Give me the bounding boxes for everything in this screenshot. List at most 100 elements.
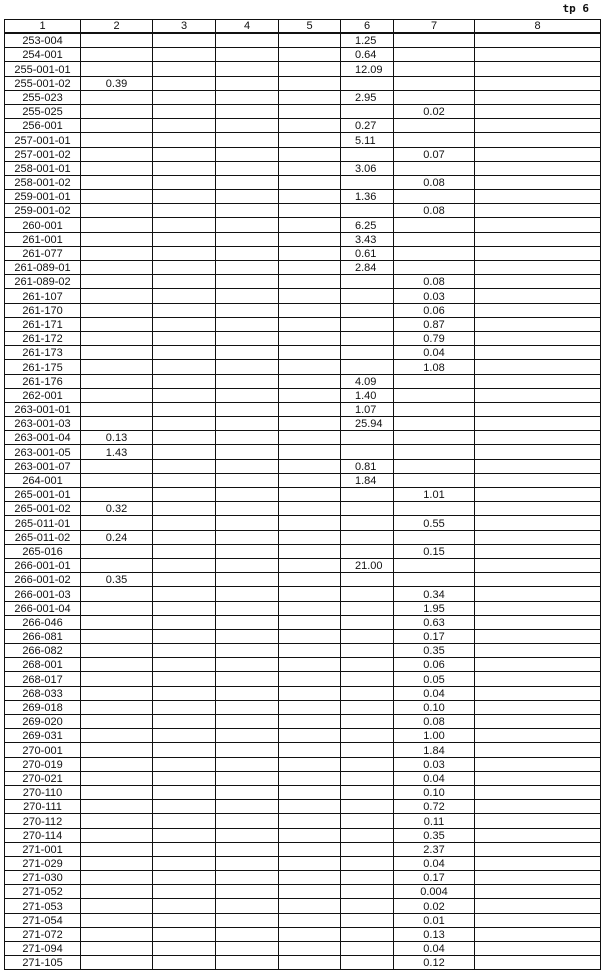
value-cell-col2 [80,841,153,857]
value-cell-col6 [340,657,394,673]
value-cell-col8 [474,174,601,191]
value-cell-col7: 0.35 [393,827,475,843]
value-cell-col6: 1.25 [340,32,394,49]
value-cell-col2 [80,47,153,63]
value-cell-col6 [340,586,394,602]
value-cell-col3 [152,827,216,843]
value-cell-col6: 3.43 [340,231,394,247]
value-cell-col7 [393,529,475,545]
value-cell-col5 [278,245,341,262]
value-cell-col5 [278,600,341,616]
value-cell-col6 [340,784,394,801]
value-cell-col4 [215,387,279,403]
table-row: 268-033 0.04 [4,685,601,701]
value-cell-col4 [215,118,279,134]
column-header: 7 [393,19,475,34]
row-code-cell: 261-172 [4,330,81,347]
row-code-cell: 263-001-01 [4,401,81,418]
value-cell-col2 [80,728,153,744]
value-cell-col3 [152,685,216,701]
value-cell-col2 [80,189,153,205]
value-cell-col5 [278,146,341,162]
value-cell-col8 [474,245,601,262]
value-cell-col4 [215,515,279,531]
column-header: 2 [80,19,153,34]
row-code-cell: 268-033 [4,685,81,701]
value-cell-col2 [80,543,153,559]
row-code-cell: 261-175 [4,359,81,375]
row-code-cell: 265-001-02 [4,501,81,517]
table-row: 254-001 0.64 [4,47,601,63]
value-cell-col3 [152,756,216,772]
value-cell-col5 [278,586,341,602]
table-row: 266-001-01 21.00 [4,557,601,574]
value-cell-col2 [80,401,153,418]
value-cell-col6 [340,628,394,645]
value-cell-col8 [474,132,601,148]
value-cell-col4 [215,600,279,616]
table-row: 269-031 1.00 [4,728,601,744]
row-code-cell: 270-110 [4,784,81,801]
row-code-cell: 261-077 [4,245,81,262]
value-cell-col7: 0.10 [393,784,475,801]
value-cell-col3 [152,898,216,914]
value-cell-col4 [215,316,279,332]
value-cell-col5 [278,713,341,730]
value-cell-col3 [152,955,216,971]
value-cell-col7 [393,572,475,588]
value-cell-col2 [80,657,153,673]
value-cell-col6: 1.36 [340,189,394,205]
table-row: 261-171 0.87 [4,316,601,332]
value-cell-col8 [474,444,601,460]
value-cell-col4 [215,89,279,105]
value-cell-col8 [474,841,601,857]
table-row: 255-001-01 12.09 [4,61,601,77]
table-row: 271-052 0.004 [4,884,601,900]
value-cell-col8 [474,486,601,503]
value-cell-col3 [152,543,216,559]
value-cell-col5 [278,572,341,588]
table-row: 257-001-02 0.07 [4,146,601,162]
value-cell-col7: 0.11 [393,813,475,829]
row-code-cell: 261-176 [4,373,81,389]
value-cell-col5 [278,898,341,914]
value-cell-col6: 21.00 [340,557,394,574]
value-cell-col2 [80,813,153,829]
value-cell-col8 [474,430,601,446]
value-cell-col3 [152,557,216,574]
value-cell-col6 [340,203,394,219]
value-cell-col4 [215,103,279,120]
value-cell-col4 [215,614,279,630]
value-cell-col6 [340,529,394,545]
row-code-cell: 259-001-01 [4,189,81,205]
value-cell-col4 [215,572,279,588]
value-cell-col2 [80,118,153,134]
value-cell-col4 [215,302,279,318]
table-row: 266-046 0.63 [4,614,601,630]
value-cell-col6: 6.25 [340,217,394,233]
value-cell-col2 [80,912,153,928]
value-cell-col6: 2.84 [340,259,394,276]
value-cell-col6 [340,884,394,900]
value-cell-col4 [215,245,279,262]
table-row: 270-112 0.11 [4,813,601,829]
value-cell-col5 [278,61,341,77]
value-cell-col3 [152,401,216,418]
row-code-cell: 271-029 [4,855,81,872]
value-cell-col4 [215,926,279,943]
value-cell-col4 [215,217,279,233]
row-code-cell: 255-023 [4,89,81,105]
value-cell-col6 [340,643,394,659]
value-cell-col3 [152,458,216,474]
value-cell-col3 [152,217,216,233]
value-cell-col7: 0.72 [393,799,475,815]
value-cell-col2 [80,217,153,233]
value-cell-col8 [474,870,601,886]
value-cell-col4 [215,643,279,659]
row-code-cell: 261-170 [4,302,81,318]
value-cell-col8 [474,813,601,829]
table-row: 265-011-02 0.24 [4,529,601,545]
value-cell-col2 [80,387,153,403]
value-cell-col6: 0.61 [340,245,394,262]
value-cell-col7 [393,401,475,418]
